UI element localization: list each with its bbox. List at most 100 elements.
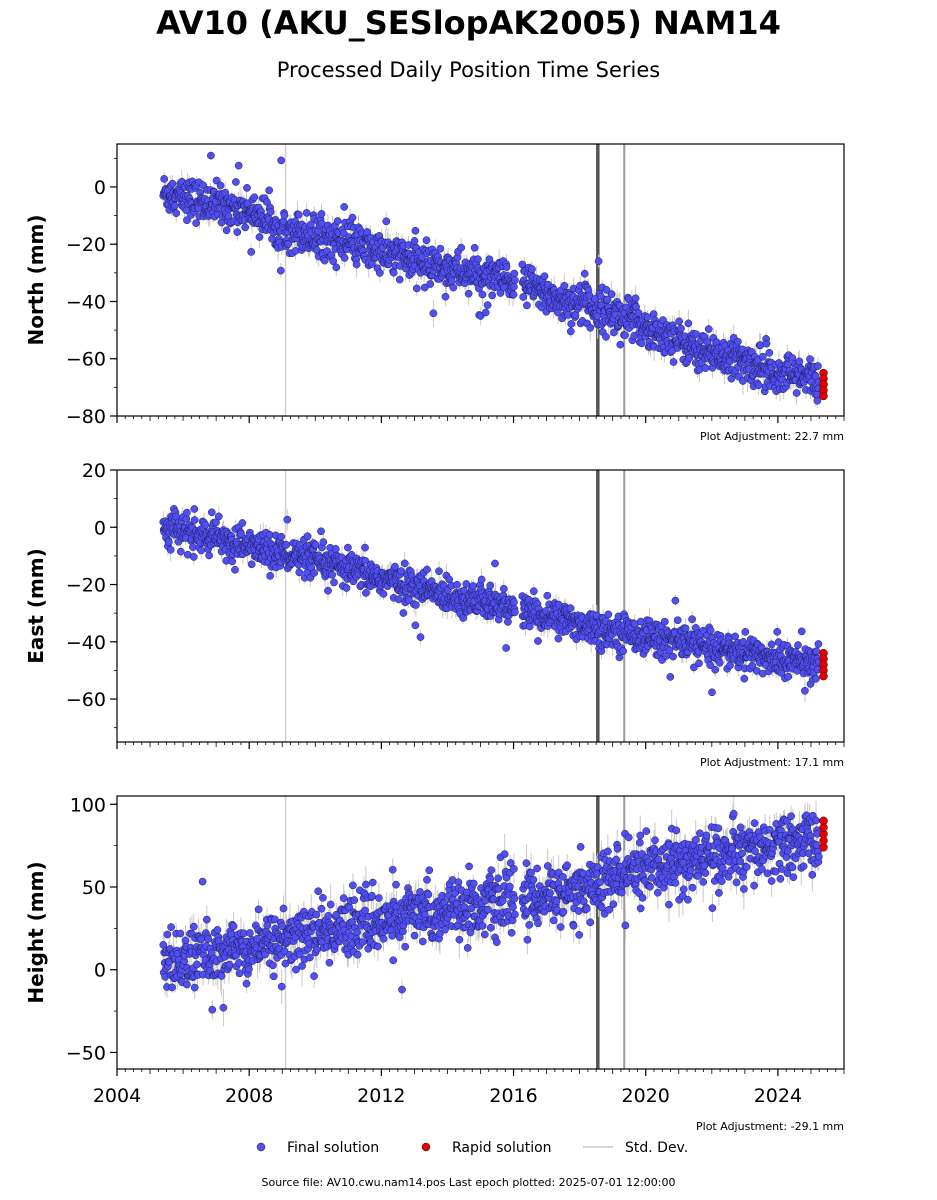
final-point — [486, 581, 495, 590]
y-axis-label: East (mm) — [24, 548, 48, 664]
final-point — [666, 673, 675, 681]
final-point — [391, 562, 399, 571]
final-point — [731, 632, 739, 641]
final-point — [411, 621, 420, 630]
y-tick-label: −60 — [66, 689, 106, 711]
final-point — [483, 301, 492, 309]
final-point — [523, 301, 531, 310]
final-point — [333, 217, 342, 225]
y-axis-label: North (mm) — [24, 214, 48, 345]
final-solution-points — [159, 505, 823, 697]
final-point — [540, 272, 549, 281]
final-point — [324, 586, 332, 595]
final-point — [280, 211, 289, 220]
final-point — [566, 604, 575, 612]
final-point — [448, 277, 456, 285]
final-point — [170, 201, 179, 210]
final-point — [688, 615, 696, 624]
final-point — [754, 381, 763, 390]
final-point — [192, 219, 200, 227]
final-point — [529, 587, 538, 596]
final-point — [528, 265, 536, 273]
final-point — [311, 540, 320, 549]
final-point — [222, 226, 231, 235]
plot-adjustment-label: Plot Adjustment: 17.1 mm — [700, 756, 844, 769]
final-point — [543, 591, 552, 600]
final-point — [457, 243, 466, 252]
final-point — [567, 320, 576, 328]
final-point — [773, 627, 782, 636]
final-point — [441, 292, 450, 301]
final-point — [795, 357, 804, 366]
data-layer — [159, 796, 828, 1069]
final-point — [303, 532, 312, 541]
final-point — [621, 331, 629, 340]
final-point — [659, 316, 667, 324]
final-point — [726, 661, 734, 670]
final-point — [183, 508, 191, 517]
final-point — [166, 545, 175, 554]
final-point — [164, 538, 173, 546]
final-point — [189, 543, 197, 551]
final-point — [435, 567, 443, 576]
final-point — [342, 584, 351, 592]
final-point — [502, 644, 510, 652]
final-point — [692, 330, 701, 339]
final-point — [481, 308, 490, 317]
final-point — [328, 571, 336, 579]
final-point — [734, 337, 742, 346]
final-point — [525, 622, 534, 631]
final-point — [704, 325, 713, 333]
final-point — [504, 618, 512, 626]
final-point — [502, 263, 511, 271]
final-point — [250, 193, 259, 202]
rapid-solution-points — [819, 368, 828, 401]
final-point — [685, 354, 694, 362]
final-point — [792, 389, 801, 397]
final-point — [812, 674, 820, 683]
final-point — [214, 512, 223, 521]
final-point — [496, 289, 505, 297]
final-point — [695, 659, 703, 668]
final-solution-points — [159, 151, 823, 405]
final-point — [422, 236, 431, 245]
y-tick-label: −20 — [66, 575, 106, 597]
final-point — [643, 313, 652, 322]
final-point — [352, 260, 361, 269]
final-point — [302, 209, 311, 217]
y-tick-label: 20 — [82, 460, 106, 482]
final-point — [340, 254, 349, 262]
final-point — [748, 661, 757, 670]
y-tick-label: −20 — [66, 234, 106, 256]
final-point — [649, 310, 658, 318]
final-point — [411, 226, 420, 235]
final-point — [671, 596, 680, 605]
final-point — [284, 239, 293, 248]
y-tick-label: −60 — [66, 349, 106, 371]
data-layer — [159, 470, 828, 742]
final-point — [510, 598, 518, 607]
final-point — [812, 647, 821, 656]
rapid-point — [819, 391, 828, 401]
final-point — [677, 324, 685, 333]
chart-title: AV10 (AKU_SESlopAK2005) NAM14 — [156, 4, 781, 42]
final-point — [518, 260, 527, 269]
final-point — [491, 559, 499, 568]
final-point — [361, 557, 370, 565]
final-point — [361, 543, 369, 552]
final-point — [412, 601, 420, 609]
final-point — [243, 184, 251, 192]
final-point — [665, 646, 674, 655]
final-point — [176, 547, 185, 556]
final-point — [610, 328, 618, 337]
final-point — [310, 569, 318, 577]
final-point — [740, 674, 749, 683]
final-point — [183, 216, 191, 225]
chart-subtitle: Processed Daily Position Time Series — [276, 58, 661, 82]
final-point — [332, 263, 341, 272]
final-point — [462, 580, 471, 588]
north-panel: 0 −20 −40 −60 −80 North (mm) Plot Adjustment: … — [24, 143, 845, 443]
east-panel: 20 0 −20 −40 −60 East (mm) Plot Adjustment: 17… — [24, 460, 845, 769]
final-point — [634, 308, 643, 317]
